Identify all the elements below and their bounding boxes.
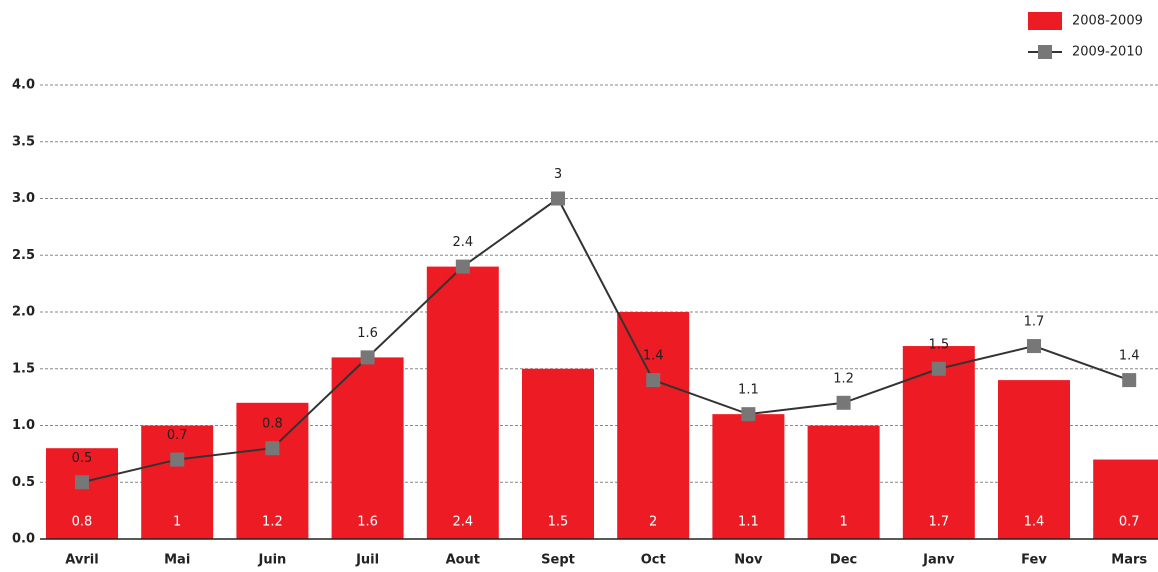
bar <box>522 368 594 539</box>
bar-value-label: 2 <box>649 515 657 530</box>
marker <box>170 452 185 467</box>
x-tick-label: Aout <box>446 553 480 568</box>
marker <box>646 373 661 388</box>
y-tick-label: 1.0 <box>12 418 35 433</box>
legend-label: 2009-2010 <box>1072 45 1143 60</box>
bar-value-label: 1.1 <box>738 515 759 530</box>
x-tick-label: Nov <box>734 553 763 568</box>
bar <box>331 357 404 539</box>
marker <box>455 259 470 274</box>
bar-value-label: 2.4 <box>452 515 473 530</box>
y-tick-label: 0.5 <box>12 475 35 490</box>
marker <box>360 350 375 365</box>
marker <box>931 361 946 376</box>
point-value-label: 0.5 <box>72 451 93 466</box>
bar <box>1093 459 1158 539</box>
point-value-label: 1.7 <box>1024 315 1045 330</box>
marker <box>1122 373 1137 388</box>
x-tick-label: Sept <box>541 553 575 568</box>
y-tick-label: 2.5 <box>12 248 35 263</box>
y-tick-label: 3.0 <box>12 191 35 206</box>
bar-value-label: 1 <box>173 515 181 530</box>
bar-value-label: 1 <box>839 515 847 530</box>
bar-value-label: 0.7 <box>1119 515 1140 530</box>
point-value-label: 1.2 <box>833 371 854 386</box>
bar-value-label: 1.2 <box>262 515 283 530</box>
x-tick-label: Mars <box>1111 553 1147 568</box>
point-value-label: 1.5 <box>928 337 949 352</box>
y-tick-label: 3.5 <box>12 134 35 149</box>
x-tick-label: Juin <box>257 553 286 568</box>
bar <box>617 312 690 539</box>
bar <box>712 414 785 539</box>
legend-label: 2008-2009 <box>1072 14 1143 29</box>
bar-value-label: 1.5 <box>548 515 569 530</box>
bar <box>426 266 499 539</box>
y-tick-label: 4.0 <box>12 78 35 93</box>
x-tick-label: Fev <box>1021 553 1047 568</box>
x-tick-label: Janv <box>922 553 955 568</box>
bar-value-label: 0.8 <box>72 515 93 530</box>
y-tick-label: 2.0 <box>12 305 35 320</box>
marker <box>1027 339 1041 354</box>
marker <box>836 395 851 410</box>
bar-value-label: 1.4 <box>1024 515 1045 530</box>
bar <box>998 380 1070 539</box>
legend-swatch <box>1028 12 1062 30</box>
point-value-label: 1.1 <box>738 383 759 398</box>
x-tick-label: Dec <box>830 553 857 568</box>
point-value-label: 0.7 <box>167 428 188 443</box>
point-value-label: 1.4 <box>643 349 664 364</box>
point-value-label: 3 <box>554 167 562 182</box>
marker <box>265 441 280 456</box>
point-value-label: 1.6 <box>357 326 378 341</box>
bar <box>141 425 214 539</box>
x-tick-label: Avril <box>65 553 98 568</box>
y-tick-label: 1.5 <box>12 361 35 376</box>
marker <box>741 407 756 422</box>
bar-value-label: 1.6 <box>357 515 378 530</box>
bar <box>807 425 880 539</box>
y-tick-label: 0.0 <box>12 532 35 547</box>
x-tick-label: Oct <box>641 553 666 568</box>
point-value-label: 1.4 <box>1119 349 1140 364</box>
x-tick-label: Mai <box>164 553 190 568</box>
point-value-label: 0.8 <box>262 417 283 432</box>
x-tick-label: Juil <box>355 553 379 568</box>
marker <box>551 191 565 206</box>
legend-marker <box>1038 45 1052 59</box>
line <box>81 197 1130 484</box>
point-value-label: 2.4 <box>452 235 473 250</box>
bar <box>46 448 118 539</box>
bar-value-label: 1.7 <box>928 515 949 530</box>
marker <box>75 475 89 490</box>
